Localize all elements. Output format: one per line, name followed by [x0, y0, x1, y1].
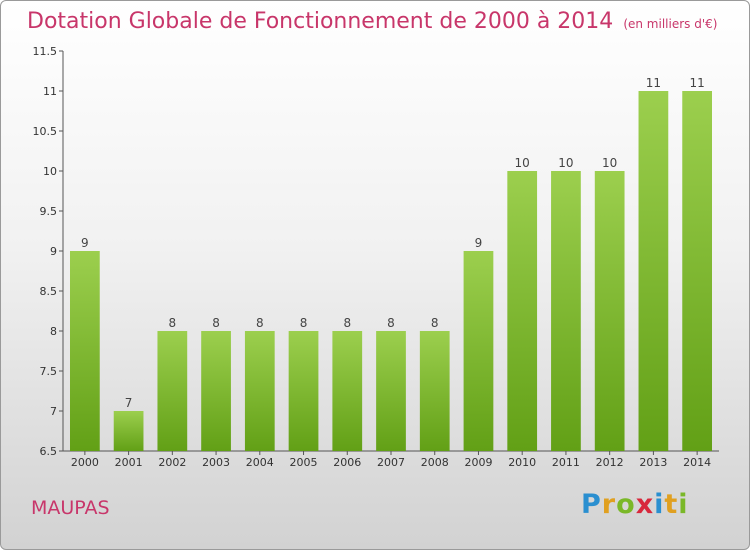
logo-letter: r: [601, 489, 617, 520]
x-tick-label: 2014: [683, 456, 711, 469]
x-tick-label: 2008: [421, 456, 449, 469]
bar-2002: [157, 331, 188, 451]
x-tick-label: 2004: [246, 456, 274, 469]
x-tick-label: 2013: [639, 456, 667, 469]
y-tick-label: 10: [43, 165, 57, 178]
x-tick-label: 2001: [115, 456, 143, 469]
x-tick-label: 2010: [508, 456, 536, 469]
y-tick-label: 8: [50, 325, 57, 338]
bar-value-label: 8: [256, 316, 264, 330]
x-tick-label: 2000: [71, 456, 99, 469]
x-tick-label: 2012: [596, 456, 624, 469]
bar-2012: [594, 171, 625, 451]
y-tick-label: 11.5: [33, 45, 58, 58]
bar-value-label: 8: [169, 316, 177, 330]
logo-letter: o: [616, 489, 636, 520]
bar-2007: [376, 331, 406, 451]
bar-2001: [113, 411, 144, 451]
y-tick-label: 7: [50, 405, 57, 418]
bar-2004: [244, 331, 275, 451]
bar-2008: [419, 331, 450, 451]
bar-value-label: 9: [81, 236, 89, 250]
bar-value-label: 9: [475, 236, 483, 250]
chart-unit: (en milliers d'€): [623, 17, 718, 31]
y-tick-label: 9.5: [40, 205, 58, 218]
bar-2009: [463, 251, 494, 451]
y-tick-label: 9: [50, 245, 57, 258]
bar-2003: [201, 331, 231, 451]
bar-2005: [288, 331, 319, 451]
proxiti-logo: Proxiti: [581, 489, 689, 520]
y-tick-label: 11: [43, 85, 57, 98]
y-tick-label: 6.5: [40, 445, 58, 458]
x-tick-label: 2007: [377, 456, 405, 469]
logo-letter: t: [664, 489, 679, 520]
bar-value-label: 11: [689, 76, 704, 90]
x-tick-label: 2009: [464, 456, 492, 469]
bar-value-label: 8: [387, 316, 395, 330]
bar-value-label: 7: [125, 396, 133, 410]
logo-letter: P: [581, 489, 602, 520]
bar-2010: [507, 171, 538, 451]
bar-value-label: 10: [515, 156, 530, 170]
bar-2006: [332, 331, 363, 451]
logo-letter: x: [635, 489, 655, 520]
x-tick-label: 2011: [552, 456, 580, 469]
bar-value-label: 8: [431, 316, 439, 330]
chart-title-text: Dotation Globale de Fonctionnement de 20…: [27, 9, 614, 34]
x-tick-label: 2002: [158, 456, 186, 469]
bar-2011: [551, 171, 581, 451]
bar-2014: [682, 91, 713, 451]
bar-value-label: 8: [300, 316, 308, 330]
bar-value-label: 8: [343, 316, 351, 330]
commune-name: MAUPAS: [31, 497, 110, 519]
bar-value-label: 8: [212, 316, 220, 330]
x-tick-label: 2003: [202, 456, 230, 469]
bar-value-label: 10: [602, 156, 617, 170]
bar-2013: [638, 91, 669, 451]
y-tick-label: 8.5: [40, 285, 58, 298]
bar-value-label: 11: [646, 76, 661, 90]
y-tick-label: 7.5: [40, 365, 58, 378]
bar-2000: [69, 251, 100, 451]
logo-letter: i: [654, 489, 665, 520]
x-tick-label: 2005: [290, 456, 318, 469]
y-tick-label: 10.5: [33, 125, 58, 138]
x-tick-label: 2006: [333, 456, 361, 469]
chart-title: Dotation Globale de Fonctionnement de 20…: [27, 9, 717, 34]
logo-letter: i: [678, 489, 689, 520]
bar-value-label: 10: [558, 156, 573, 170]
